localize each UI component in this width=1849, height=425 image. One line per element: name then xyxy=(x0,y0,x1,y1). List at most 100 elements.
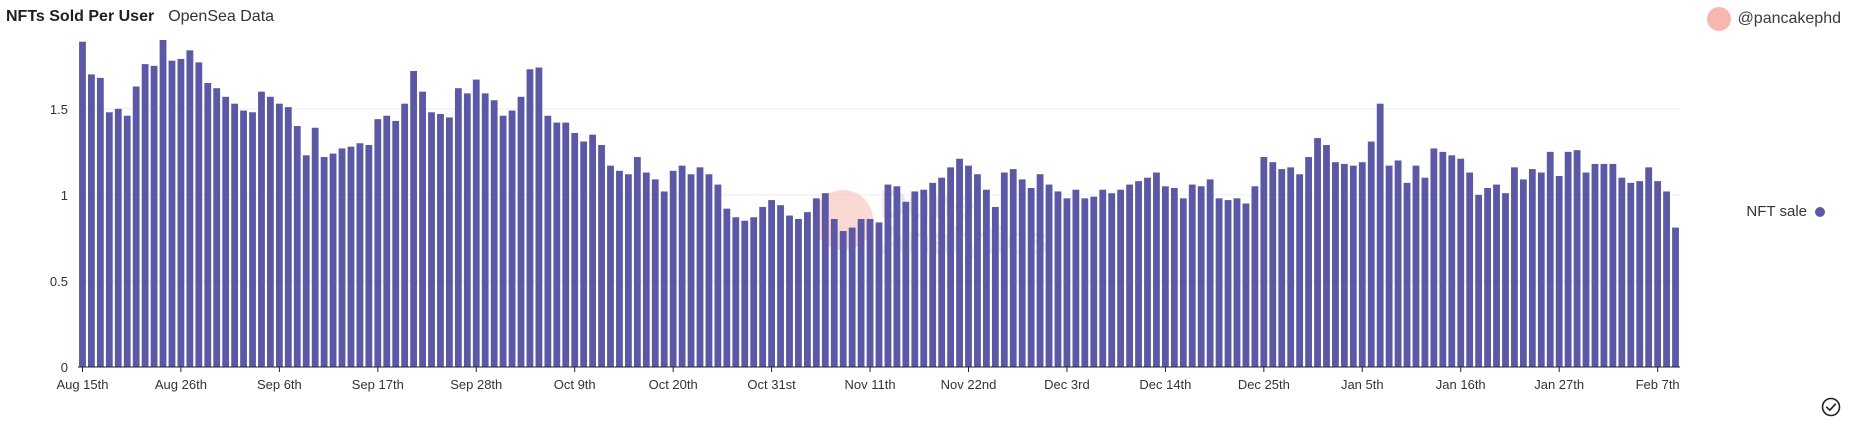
bar[interactable] xyxy=(1475,194,1483,367)
bar[interactable] xyxy=(1144,177,1151,367)
bar[interactable] xyxy=(544,115,552,367)
bar[interactable] xyxy=(329,153,337,367)
bar[interactable] xyxy=(1385,165,1393,367)
bar[interactable] xyxy=(302,155,310,367)
bar[interactable] xyxy=(732,217,740,367)
bar[interactable] xyxy=(1170,188,1178,367)
bar[interactable] xyxy=(258,91,265,367)
bar[interactable] xyxy=(401,103,409,368)
bar[interactable] xyxy=(1546,151,1554,367)
bar[interactable] xyxy=(1108,193,1116,367)
bar[interactable] xyxy=(1618,177,1626,367)
bar[interactable] xyxy=(454,88,462,367)
bar[interactable] xyxy=(1484,188,1491,367)
bar[interactable] xyxy=(1403,182,1411,367)
bar[interactable] xyxy=(132,86,140,367)
bar[interactable] xyxy=(311,127,319,368)
bar[interactable] xyxy=(1349,165,1357,367)
bar[interactable] xyxy=(616,170,623,367)
bar[interactable] xyxy=(1573,150,1581,367)
bar[interactable] xyxy=(1645,167,1653,367)
bar[interactable] xyxy=(1394,160,1402,367)
bar[interactable] xyxy=(1251,186,1259,367)
bar[interactable] xyxy=(437,114,444,367)
check-circle-icon[interactable] xyxy=(1821,397,1841,417)
bar[interactable] xyxy=(1448,155,1456,367)
bar[interactable] xyxy=(965,165,972,367)
bar[interactable] xyxy=(105,112,113,367)
author-link[interactable]: @pancakephd xyxy=(1706,7,1841,31)
bar[interactable] xyxy=(249,112,256,367)
bar[interactable] xyxy=(598,144,605,367)
bar[interactable] xyxy=(669,170,677,367)
bar[interactable] xyxy=(240,110,247,367)
bar[interactable] xyxy=(857,218,865,367)
bar[interactable] xyxy=(553,122,561,367)
bar[interactable] xyxy=(293,126,301,367)
bar[interactable] xyxy=(580,141,588,367)
bar[interactable] xyxy=(1242,203,1250,368)
bar[interactable] xyxy=(1367,141,1375,367)
bar[interactable] xyxy=(1600,163,1608,367)
bar[interactable] xyxy=(88,74,95,368)
bar[interactable] xyxy=(392,120,400,367)
bar[interactable] xyxy=(777,205,784,367)
bar[interactable] xyxy=(1188,184,1196,367)
bar[interactable] xyxy=(1511,167,1518,367)
bar[interactable] xyxy=(1027,188,1035,367)
bar[interactable] xyxy=(1009,169,1017,367)
bar[interactable] xyxy=(812,198,820,367)
bar[interactable] xyxy=(893,186,901,367)
bar[interactable] xyxy=(1099,189,1107,367)
bar[interactable] xyxy=(696,167,704,367)
bar[interactable] xyxy=(1161,186,1169,367)
bar[interactable] xyxy=(347,146,355,367)
bar[interactable] xyxy=(284,107,292,368)
bar[interactable] xyxy=(911,191,919,367)
bar[interactable] xyxy=(1332,162,1339,367)
bar[interactable] xyxy=(1358,162,1366,367)
bar[interactable] xyxy=(821,193,829,367)
bar[interactable] xyxy=(150,65,158,367)
bar[interactable] xyxy=(141,64,149,367)
bar[interactable] xyxy=(1126,184,1133,367)
bar[interactable] xyxy=(1537,172,1545,367)
bar[interactable] xyxy=(1215,198,1223,367)
bar[interactable] xyxy=(1323,144,1330,367)
bar[interactable] xyxy=(1555,175,1563,367)
bar[interactable] xyxy=(1278,169,1286,367)
bar[interactable] xyxy=(714,184,722,367)
bar[interactable] xyxy=(723,208,731,367)
bar[interactable] xyxy=(1153,172,1160,367)
bar[interactable] xyxy=(275,103,283,368)
bar[interactable] xyxy=(1081,198,1089,367)
bar[interactable] xyxy=(884,184,892,367)
bar[interactable] xyxy=(79,41,86,367)
bar[interactable] xyxy=(571,132,579,367)
bar[interactable] xyxy=(875,222,883,367)
bar[interactable] xyxy=(705,174,713,367)
bar[interactable] xyxy=(1036,174,1044,367)
bar[interactable] xyxy=(1197,186,1205,367)
bar[interactable] xyxy=(902,201,910,367)
bar[interactable] xyxy=(974,174,981,367)
bar[interactable] xyxy=(1090,196,1098,367)
bar[interactable] xyxy=(428,112,435,367)
bar[interactable] xyxy=(1206,179,1214,367)
bar[interactable] xyxy=(446,117,453,367)
bar[interactable] xyxy=(687,174,695,367)
bar[interactable] xyxy=(804,212,811,367)
bar[interactable] xyxy=(499,115,507,367)
bar[interactable] xyxy=(759,206,767,367)
bar[interactable] xyxy=(374,119,382,367)
bar[interactable] xyxy=(1260,157,1268,367)
bar[interactable] xyxy=(651,179,659,367)
bar[interactable] xyxy=(839,231,847,367)
bar[interactable] xyxy=(526,69,534,367)
bar[interactable] xyxy=(678,165,686,367)
bar[interactable] xyxy=(1412,165,1420,367)
bar[interactable] xyxy=(1528,169,1536,367)
bar[interactable] xyxy=(1663,191,1670,367)
bar[interactable] xyxy=(186,50,194,367)
bar[interactable] xyxy=(1054,191,1062,367)
